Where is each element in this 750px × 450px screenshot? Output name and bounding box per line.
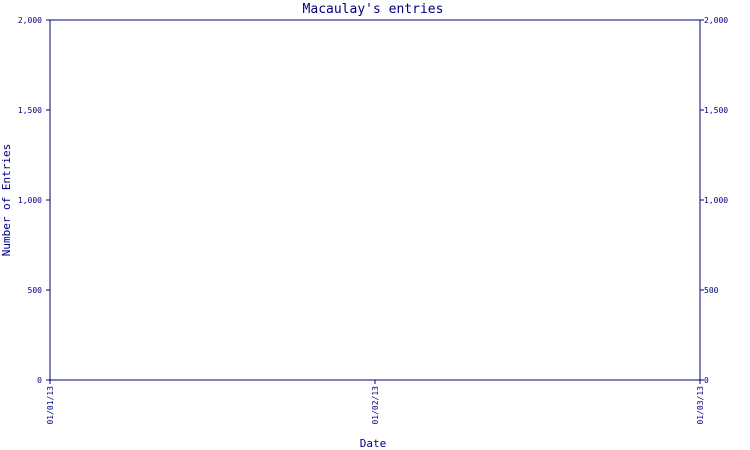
x-tick-label: 01/03/13 [696,386,705,425]
y-tick-label-right: 1,000 [704,196,728,205]
y-tick-label-left: 500 [28,286,43,295]
y-tick-label-left: 2,000 [18,16,42,25]
y-tick-label-right: 500 [704,286,719,295]
y-tick-label-right: 2,000 [704,16,728,25]
y-tick-label-left: 1,500 [18,106,42,115]
y-tick-label-right: 1,500 [704,106,728,115]
y-axis-label: Number of Entries [0,144,13,257]
y-axis-left: 0 500 1,000 1,500 2,000 [18,16,50,385]
y-tick-label-left: 1,000 [18,196,42,205]
y-axis-right: 0 500 1,000 1,500 2,000 [700,16,728,385]
x-axis: 01/01/13 01/02/13 01/03/13 [46,380,705,425]
plot-frame [49,19,701,381]
y-tick-label-left: 0 [37,376,42,385]
chart-title: Macaulay's entries [303,2,444,17]
x-tick-label: 01/02/13 [371,386,380,425]
x-tick-label: 01/01/13 [46,386,55,425]
y-tick-label-right: 0 [704,376,709,385]
x-axis-label: Date [360,437,387,450]
